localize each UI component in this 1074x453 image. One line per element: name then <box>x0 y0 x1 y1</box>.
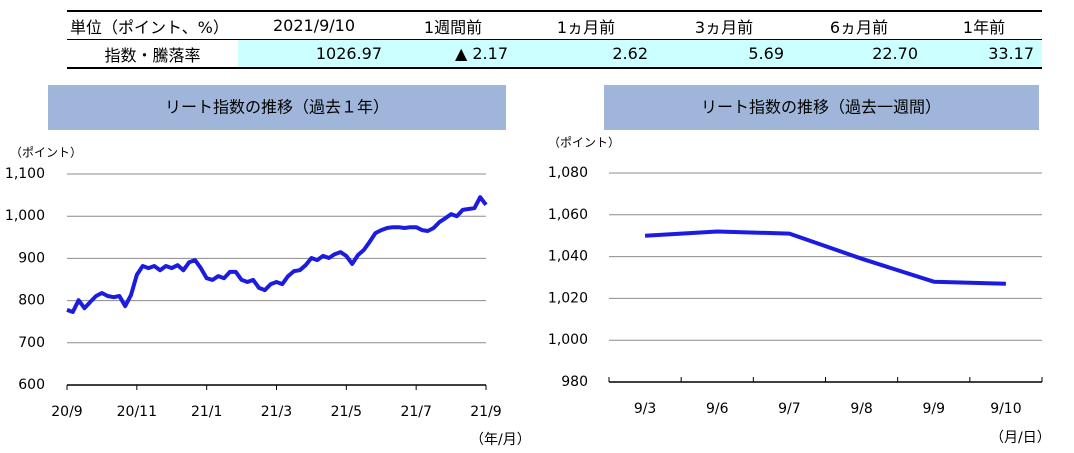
x-tick-label: 20/9 <box>51 404 82 420</box>
summary-table: 単位（ポイント、%） 2021/9/10 1週間前 1ヵ月前 3ヵ月前 6ヵ月前… <box>67 10 1042 69</box>
y-axis-label: （ポイント） <box>10 146 82 160</box>
x-tick-label: 9/6 <box>706 401 729 417</box>
row-label: 指数・騰落率 <box>67 39 238 69</box>
header-row: 単位（ポイント、%） 2021/9/10 1週間前 1ヵ月前 3ヵ月前 6ヵ月前… <box>67 10 1042 40</box>
chart-title: リート指数の推移（過去一週間） <box>701 98 941 117</box>
x-tick-label: 9/7 <box>778 401 801 417</box>
y-tick-label: 1,020 <box>548 290 588 306</box>
chart-title: リート指数の推移（過去１年） <box>165 98 389 117</box>
y-tick-label: 600 <box>18 377 45 393</box>
title-box <box>48 85 506 130</box>
header-cell: 1年前 <box>926 10 1042 40</box>
y-tick-label: 1,080 <box>548 165 588 181</box>
x-tick-label: 21/9 <box>470 404 501 420</box>
header-cell: 6ヵ月前 <box>792 10 926 40</box>
x-tick-label: 21/3 <box>261 404 292 420</box>
line-series <box>66 195 488 314</box>
x-tick-label: 21/7 <box>400 404 431 420</box>
y-tick-label: 700 <box>18 335 45 351</box>
x-tick-label: 9/3 <box>634 401 657 417</box>
x-tick-label: 21/5 <box>331 404 362 420</box>
line-series <box>644 229 1006 286</box>
x-tick-label: 9/9 <box>922 401 945 417</box>
x-axis-label: （年/月） <box>470 432 531 448</box>
header-cell: 1週間前 <box>390 10 516 40</box>
y-tick-label: 1,040 <box>548 249 588 265</box>
y-tick-label: 1,000 <box>548 332 588 348</box>
x-tick-label: 21/1 <box>191 404 222 420</box>
x-tick-label: 9/10 <box>990 401 1021 417</box>
x-tick-label: 20/11 <box>117 404 157 420</box>
cell: ▲ 2.17 <box>390 39 516 69</box>
header-cell: 3ヵ月前 <box>656 10 792 40</box>
data-row: 指数・騰落率 1026.97 ▲ 2.17 2.62 5.69 22.70 33… <box>67 39 1042 69</box>
y-tick-label: 900 <box>18 250 45 266</box>
title-box <box>604 85 1039 130</box>
x-axis-label: （月/日） <box>990 430 1051 446</box>
cell: 2.62 <box>516 39 656 69</box>
y-tick-label: 800 <box>18 293 45 309</box>
header-cell: 単位（ポイント、%） <box>67 10 238 40</box>
header-cell: 1ヵ月前 <box>516 10 656 40</box>
y-axis-label: （ポイント） <box>548 136 620 150</box>
cell: 33.17 <box>926 39 1042 69</box>
y-tick-label: 1,060 <box>548 207 588 223</box>
x-tick-label: 9/8 <box>850 401 873 417</box>
y-tick-label: 1,000 <box>5 208 45 224</box>
cell: 1026.97 <box>238 39 390 69</box>
y-tick-label: 980 <box>561 374 588 390</box>
cell: 22.70 <box>792 39 926 69</box>
y-tick-label: 1,100 <box>5 166 45 182</box>
header-cell: 2021/9/10 <box>238 10 390 40</box>
cell: 5.69 <box>656 39 792 69</box>
